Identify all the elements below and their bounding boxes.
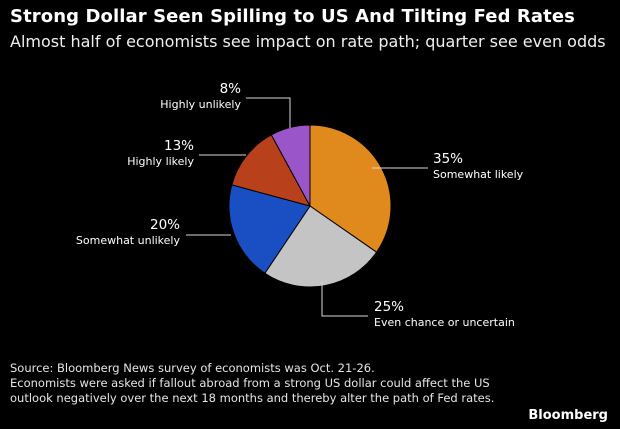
pie-slices	[228, 124, 392, 288]
slice-labels: 35%Somewhat likely 25%Even chance or unce…	[76, 81, 524, 329]
methodology-note: Economists were asked if fallout abroad …	[10, 376, 495, 405]
slice-percent-label: 20%	[150, 217, 180, 233]
leader-line	[246, 97, 291, 128]
slice-category-label: Even chance or uncertain	[374, 316, 515, 329]
slice-category-label: Somewhat likely	[433, 168, 524, 181]
source-note: Source: Bloomberg News survey of economi…	[10, 361, 375, 375]
pie-slice	[231, 134, 311, 207]
pie-slice	[264, 205, 378, 288]
leader-lines	[186, 97, 428, 317]
slice-category-label: Highly likely	[127, 155, 194, 168]
slice-percent-label: 13%	[164, 138, 194, 154]
pie-slice	[228, 184, 311, 274]
chart-subtitle: Almost half of economists see impact on …	[10, 32, 606, 51]
slice-percent-label: 35%	[433, 151, 463, 167]
slice-percent-label: 8%	[220, 81, 242, 97]
slice-percent-label: 25%	[374, 299, 404, 315]
slice-category-label: Highly unlikely	[160, 98, 241, 111]
chart-title: Strong Dollar Seen Spilling to US And Ti…	[10, 6, 575, 27]
leader-line	[321, 282, 368, 317]
slice-category-label: Somewhat unlikely	[76, 234, 181, 247]
bloomberg-logo: Bloomberg	[528, 408, 608, 423]
